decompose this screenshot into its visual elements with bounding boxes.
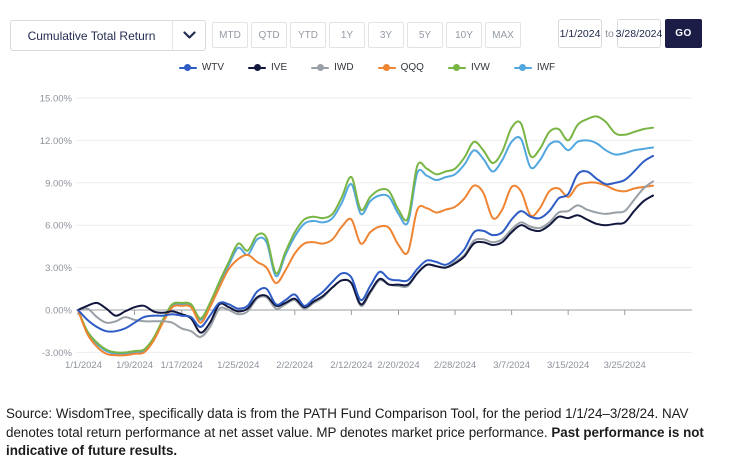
period-button-3y[interactable]: 3Y: [368, 22, 404, 48]
date-range-controls: 1/1/2024 to 3/28/2024 GO: [558, 19, 702, 48]
x-tick-label: 3/7/2024: [493, 360, 530, 371]
legend-item-qqq[interactable]: QQQ: [377, 62, 424, 73]
start-date-input[interactable]: 1/1/2024: [558, 19, 602, 48]
chart-legend: WTV IVE IWD QQQ IVW IWF: [0, 62, 734, 73]
legend-marker-icon: [178, 63, 197, 72]
legend-marker-icon: [377, 63, 396, 72]
x-tick-label: 2/20/2024: [377, 360, 419, 371]
period-button-qtd[interactable]: QTD: [251, 22, 287, 48]
legend-marker-icon: [513, 63, 532, 72]
series-line-ivw: [77, 115, 654, 354]
series-line-wtv: [77, 154, 654, 333]
fund-comparison-app: Cumulative Total Return MTD QTD YTD 1Y 3Y 5Y 1…: [0, 19, 734, 459]
legend-marker-icon: [311, 63, 330, 72]
metric-select[interactable]: Cumulative Total Return: [10, 20, 206, 51]
legend-item-wtv[interactable]: WTV: [178, 62, 225, 73]
go-button[interactable]: GO: [665, 19, 702, 48]
date-range-to-label: to: [605, 27, 614, 40]
x-tick-label: 2/28/2024: [434, 360, 476, 371]
series-line-qqq: [77, 181, 654, 357]
y-tick-label: 15.00%: [40, 94, 73, 105]
x-tick-label: 3/25/2024: [604, 360, 646, 371]
period-button-mtd[interactable]: MTD: [212, 22, 248, 48]
x-tick-label: 2/2/2024: [276, 360, 313, 371]
period-button-5y[interactable]: 5Y: [407, 22, 443, 48]
period-button-max[interactable]: MAX: [485, 22, 521, 48]
legend-label: IVE: [271, 62, 288, 73]
y-tick-label: 0.00%: [45, 306, 72, 317]
series-line-iwf: [77, 136, 654, 356]
x-tick-label: 1/25/2024: [217, 360, 259, 371]
legend-item-iwd[interactable]: IWD: [311, 62, 354, 73]
y-tick-label: 9.00%: [45, 178, 72, 189]
period-button-ytd[interactable]: YTD: [290, 22, 326, 48]
y-tick-label: 3.00%: [45, 263, 72, 274]
chart-area: 15.00% 12.00% 9.00% 6.00% 3.00% 0.00% -3.00% 1/…: [0, 85, 734, 385]
y-tick-label: 6.00%: [45, 221, 72, 232]
legend-item-ivw[interactable]: IVW: [447, 62, 490, 73]
series-line-ive: [77, 194, 654, 334]
legend-label: IWD: [334, 62, 354, 73]
x-tick-label: 2/12/2024: [330, 360, 372, 371]
x-tick-label: 1/17/2024: [161, 360, 203, 371]
metric-select-value: Cumulative Total Return: [27, 28, 156, 43]
legend-label: WTV: [201, 62, 225, 73]
cumulative-return-chart: 15.00%12.00%9.00%6.00%3.00%0.00%-3.00%1/…: [40, 94, 692, 371]
y-tick-label: 12.00%: [40, 136, 73, 147]
legend-item-ive[interactable]: IVE: [248, 62, 287, 73]
source-disclaimer: Source: WisdomTree, specifically data is…: [6, 405, 728, 460]
period-button-group: MTD QTD YTD 1Y 3Y 5Y 10Y MAX: [212, 22, 521, 48]
legend-label: IWF: [536, 62, 556, 73]
legend-marker-icon: [248, 63, 267, 72]
x-tick-label: 1/1/2024: [65, 360, 102, 371]
period-button-10y[interactable]: 10Y: [446, 22, 482, 48]
end-date-input[interactable]: 3/28/2024: [616, 19, 662, 48]
period-button-1y[interactable]: 1Y: [329, 22, 365, 48]
legend-item-iwf[interactable]: IWF: [513, 62, 556, 73]
legend-label: QQQ: [400, 62, 424, 73]
x-tick-label: 1/9/2024: [116, 360, 153, 371]
x-tick-label: 3/15/2024: [547, 360, 589, 371]
legend-label: IVW: [470, 62, 490, 73]
chevron-down-icon: [173, 31, 205, 40]
legend-marker-icon: [447, 63, 466, 72]
source-text: Source: WisdomTree, specifically data is…: [6, 406, 689, 440]
select-divider: [172, 21, 173, 50]
y-tick-label: -3.00%: [42, 348, 73, 359]
